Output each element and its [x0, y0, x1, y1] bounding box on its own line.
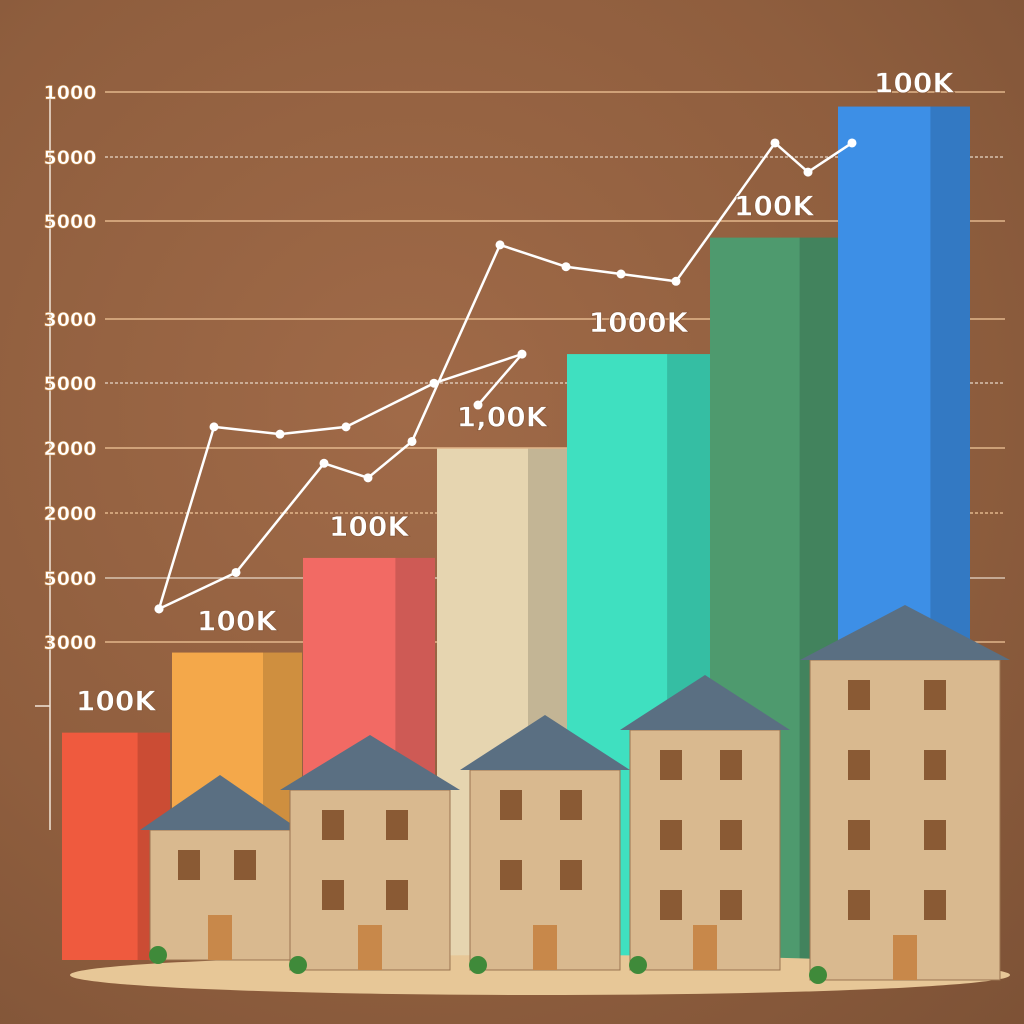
y-tick-label: 5000 [44, 373, 97, 395]
series-point [319, 458, 329, 468]
series-point [209, 422, 219, 432]
series-point [561, 262, 571, 272]
house-window [848, 750, 870, 780]
house-door [358, 925, 382, 970]
house-window [660, 750, 682, 780]
shrub [629, 956, 647, 974]
data-label: 100K [76, 685, 157, 718]
house-window [660, 890, 682, 920]
house-models [70, 605, 1010, 995]
house-window [234, 850, 256, 880]
house-door [693, 925, 717, 970]
series-point [154, 604, 164, 614]
house-window [924, 680, 946, 710]
data-label: 1000K [589, 306, 690, 339]
series-point [517, 349, 527, 359]
series-point [847, 138, 857, 148]
series-point [275, 429, 285, 439]
line-series [154, 138, 857, 614]
y-tick-label: 1000 [44, 82, 97, 104]
house-window [924, 890, 946, 920]
shrub [289, 956, 307, 974]
series-point [429, 378, 439, 388]
house-window [720, 820, 742, 850]
house-window [924, 750, 946, 780]
house-window [560, 860, 582, 890]
house-window [720, 890, 742, 920]
y-tick-label: 5000 [44, 568, 97, 590]
data-label: 1,00K [457, 401, 549, 434]
shrub [809, 966, 827, 984]
series-point [473, 400, 483, 410]
y-tick-label: 5000 [44, 211, 97, 233]
house-wall [809, 659, 1001, 981]
series-line [158, 141, 853, 611]
house-door [893, 935, 917, 980]
data-label: 100K [329, 510, 410, 543]
house-window [924, 820, 946, 850]
house-window [322, 810, 344, 840]
series-point [616, 269, 626, 279]
series-point [231, 567, 241, 577]
house-window [322, 880, 344, 910]
series-point [803, 167, 813, 177]
house-window [720, 750, 742, 780]
data-label: 100K [197, 605, 278, 638]
house-roof [140, 775, 300, 830]
y-tick-label: 3000 [44, 309, 97, 331]
house-window [560, 790, 582, 820]
house-window [660, 820, 682, 850]
house-roof [460, 715, 630, 770]
house-window [500, 860, 522, 890]
house-window [500, 790, 522, 820]
house-roof [620, 675, 790, 730]
y-axis: 1000 5000 5000 3000 5000 2000 2000 5000 3000 [35, 82, 97, 830]
series-point [671, 276, 681, 286]
data-label: 100K [874, 67, 955, 100]
house-window [386, 810, 408, 840]
y-tick-label: 2000 [44, 438, 97, 460]
shrub [469, 956, 487, 974]
house-roof [800, 605, 1010, 660]
shrub [149, 946, 167, 964]
y-tick-label: 3000 [44, 632, 97, 654]
series-point [495, 240, 505, 250]
y-tick-label: 5000 [44, 147, 97, 169]
series-point [407, 436, 417, 446]
house-roof [280, 735, 460, 790]
house-door [533, 925, 557, 970]
house-window [848, 680, 870, 710]
data-label: 100K [734, 190, 815, 223]
house-window [848, 820, 870, 850]
series-point [341, 422, 351, 432]
y-tick-label: 2000 [44, 503, 97, 525]
data-labels: 100K 100K 100K 1,00K 1000K 100K 100K [76, 66, 956, 718]
series-point [363, 473, 373, 483]
series-point [770, 138, 780, 148]
house-window [848, 890, 870, 920]
house-door [208, 915, 232, 960]
house-window [386, 880, 408, 910]
house-window [178, 850, 200, 880]
